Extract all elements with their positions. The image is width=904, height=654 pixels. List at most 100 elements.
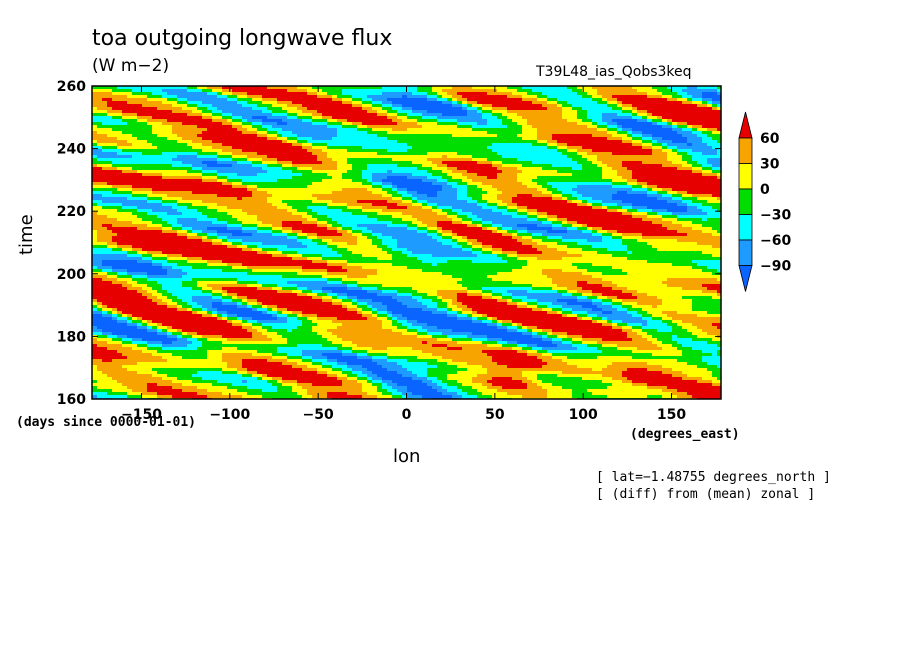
heatmap-cell — [482, 146, 488, 150]
heatmap-cell — [482, 203, 488, 207]
heatmap-cell — [167, 143, 173, 147]
heatmap-cell — [682, 173, 688, 177]
heatmap-cell — [402, 113, 408, 117]
heatmap-cell — [247, 191, 253, 195]
heatmap-cell — [247, 203, 253, 207]
heatmap-cell — [247, 197, 253, 201]
heatmap-cell — [522, 95, 528, 99]
heatmap-cell — [167, 104, 173, 108]
heatmap-cell — [707, 176, 713, 180]
heatmap-cell — [682, 95, 688, 99]
heatmap-cell — [157, 161, 163, 165]
heatmap-cell — [152, 128, 158, 132]
heatmap-cell — [612, 152, 618, 156]
heatmap-cell — [122, 167, 128, 171]
heatmap-cell — [257, 158, 263, 162]
heatmap-cell — [467, 131, 473, 135]
heatmap-cell — [122, 116, 128, 120]
heatmap-cell — [607, 119, 613, 123]
heatmap-cell — [417, 140, 423, 144]
heatmap-cell — [197, 179, 203, 183]
heatmap-cell — [102, 116, 108, 120]
heatmap-cell — [362, 113, 368, 117]
heatmap-cell — [327, 179, 333, 183]
heatmap-cell — [622, 92, 628, 96]
heatmap-cell — [647, 128, 653, 132]
heatmap-cell — [252, 110, 258, 114]
heatmap-cell — [377, 113, 383, 117]
heatmap-cell — [147, 119, 153, 123]
heatmap-cell — [552, 185, 558, 189]
heatmap-cell — [222, 122, 228, 126]
heatmap-cell — [542, 191, 548, 195]
heatmap-cell — [242, 191, 248, 195]
heatmap-cell — [167, 158, 173, 162]
heatmap-cell — [572, 179, 578, 183]
heatmap-cell — [547, 149, 553, 153]
heatmap-cell — [602, 119, 608, 123]
heatmap-cell — [657, 101, 663, 105]
heatmap-cell — [307, 176, 313, 180]
heatmap-cell — [237, 182, 243, 186]
heatmap-cell — [252, 95, 258, 99]
heatmap-cell — [212, 152, 218, 156]
heatmap-cell — [707, 95, 713, 99]
heatmap-cell — [242, 161, 248, 165]
heatmap-cell — [182, 104, 188, 108]
heatmap-cell — [687, 149, 693, 153]
heatmap-cell — [452, 98, 458, 102]
heatmap-cell — [587, 170, 593, 174]
heatmap-cell — [187, 95, 193, 99]
heatmap-cell — [277, 161, 283, 165]
heatmap-cell — [657, 104, 663, 108]
heatmap-cell — [217, 113, 223, 117]
heatmap-cell — [222, 149, 228, 153]
heatmap-cell — [662, 128, 668, 132]
heatmap-cell — [137, 122, 143, 126]
heatmap-cell — [432, 116, 438, 120]
heatmap-cell — [427, 167, 433, 171]
heatmap-cell — [157, 146, 163, 150]
heatmap-cell — [282, 143, 288, 147]
heatmap-cell — [417, 173, 423, 177]
heatmap-cell — [192, 191, 198, 195]
heatmap-cell — [342, 92, 348, 96]
heatmap-cell — [632, 179, 638, 183]
heatmap-cell — [102, 173, 108, 177]
heatmap-cell — [587, 164, 593, 168]
heatmap-cell — [487, 104, 493, 108]
heatmap-cell — [102, 200, 108, 204]
heatmap-cell — [332, 194, 338, 198]
heatmap-cell — [127, 98, 133, 102]
heatmap-cell — [537, 140, 543, 144]
heatmap-cell — [542, 128, 548, 132]
heatmap-cell — [437, 131, 443, 135]
heatmap-cell — [677, 104, 683, 108]
heatmap-cell — [552, 158, 558, 162]
heatmap-cell — [487, 119, 493, 123]
heatmap-cell — [107, 194, 113, 198]
heatmap-cell — [437, 170, 443, 174]
heatmap-cell — [117, 104, 123, 108]
heatmap-cell — [622, 131, 628, 135]
heatmap-cell — [482, 185, 488, 189]
heatmap-cell — [192, 119, 198, 123]
heatmap-cell — [712, 95, 718, 99]
heatmap-cell — [587, 173, 593, 177]
heatmap-cell — [412, 116, 418, 120]
heatmap-cell — [497, 104, 503, 108]
heatmap-cell — [552, 101, 558, 105]
heatmap-cell — [272, 194, 278, 198]
heatmap-cell — [237, 158, 243, 162]
heatmap-cell — [162, 200, 168, 204]
heatmap-cell — [667, 191, 673, 195]
heatmap-cell — [122, 95, 128, 99]
heatmap-cell — [552, 140, 558, 144]
heatmap-cell — [517, 128, 523, 132]
heatmap-cell — [607, 86, 613, 90]
heatmap-cell — [672, 101, 678, 105]
heatmap-cell — [542, 131, 548, 135]
heatmap-cell — [147, 146, 153, 150]
heatmap-cell — [502, 131, 508, 135]
heatmap-cell — [692, 170, 698, 174]
